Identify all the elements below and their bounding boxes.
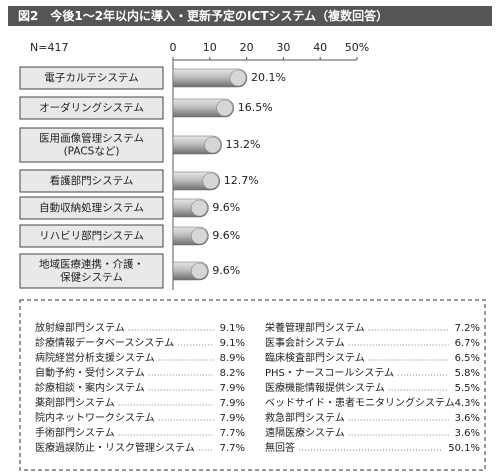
- category-box: [19, 169, 164, 193]
- y-tick-label: 地域医療連携・介護・保健システム: [39, 258, 144, 284]
- y-tick-label: オーダリングシステム: [39, 101, 144, 114]
- table-value: 7.2%: [455, 323, 480, 334]
- value-label: 13.2%: [226, 138, 261, 151]
- bar: [172, 68, 248, 88]
- bar-cap: [216, 99, 234, 117]
- table-value: 8.9%: [220, 353, 245, 364]
- table-name: PHS・ナースコールシステム: [265, 367, 394, 379]
- y-tick-label: リハビリ部門システム: [39, 229, 144, 242]
- category-box: [19, 127, 164, 163]
- category-box: [19, 96, 164, 120]
- x-tick-label: 20: [240, 41, 254, 54]
- value-label: 12.7%: [224, 174, 259, 187]
- value-label: 9.6%: [212, 201, 240, 214]
- table-name: 遠隔医療システム: [265, 426, 345, 439]
- y-tick-label: 電子カルテシステム: [44, 72, 138, 84]
- x-tick-label: 40: [313, 41, 327, 54]
- table-name: 医療機能情報提供システム: [265, 381, 385, 394]
- chart-title: 図2 今後1～2年以内に導入・更新予定のICTシステム（複数回答）: [18, 8, 388, 23]
- table-value: 3.6%: [455, 428, 480, 439]
- value-label: 9.6%: [212, 264, 240, 277]
- bar-cap: [191, 262, 208, 280]
- other-box: [19, 299, 486, 471]
- category-box: [19, 66, 164, 90]
- table-name: ベッドサイド・患者モニタリングシステム: [265, 396, 455, 409]
- table-value: 8.2%: [220, 368, 245, 379]
- table-value: 6.5%: [455, 353, 480, 364]
- table-value: 7.7%: [220, 443, 245, 454]
- table-name: 病院経営分析支援システム: [35, 351, 155, 364]
- table-name: 医療過誤防止・リスク管理システム: [35, 441, 195, 454]
- table-value: 4.3%: [455, 398, 480, 409]
- table-name: 自動予約・受付システム: [35, 366, 145, 379]
- y-tick-label: 医用画像管理システム(PACSなど): [39, 132, 144, 158]
- table-name: 診療相談・案内システム: [35, 381, 145, 394]
- table-name: 栄養管理部門システム: [265, 321, 365, 334]
- value-label: 9.6%: [212, 229, 240, 242]
- table-name: 手術部門システム: [35, 426, 115, 439]
- table-name: 薬剤部門システム: [35, 396, 115, 409]
- table-name: 医事会計システム: [265, 336, 345, 349]
- bar-cap: [229, 69, 247, 87]
- bar-cap: [204, 136, 221, 154]
- x-tick-label: 10: [203, 41, 217, 54]
- bar-cap: [191, 199, 208, 217]
- table-value: 50.1%: [448, 443, 480, 454]
- table-value: 9.1%: [220, 323, 245, 334]
- table-value: 5.5%: [455, 383, 480, 394]
- table-value: 7.9%: [220, 398, 245, 409]
- table-name: 救急部門システム: [265, 411, 345, 424]
- category-box: [19, 253, 164, 289]
- y-tick-label: 看護部門システム: [50, 174, 134, 187]
- y-tick-label: 自動収納処理システム: [39, 201, 144, 214]
- table-name: 臨床検査部門システム: [265, 351, 365, 364]
- value-label: 20.1%: [251, 71, 286, 84]
- category-box: [19, 224, 164, 248]
- x-tick-label: 30: [276, 41, 290, 54]
- table-value: 9.1%: [220, 338, 245, 349]
- table-value: 7.9%: [220, 383, 245, 394]
- value-label: 16.5%: [238, 101, 273, 114]
- table-name: 無回答: [265, 441, 295, 454]
- sample-size: N=417: [30, 41, 68, 54]
- x-tick-label: 50%: [345, 41, 369, 54]
- table-value: 7.9%: [220, 413, 245, 424]
- title-bar: [8, 6, 492, 26]
- table-name: 院内ネットワークシステム: [35, 411, 155, 424]
- table-value: 5.8%: [455, 368, 480, 379]
- bar-cap: [191, 227, 208, 245]
- table-value: 6.7%: [455, 338, 480, 349]
- table-name: 診療情報データベースシステム: [35, 336, 174, 349]
- x-tick-label: 0: [170, 41, 177, 54]
- table-value: 3.6%: [455, 413, 480, 424]
- bar-cap: [202, 172, 220, 190]
- table-name: 放射線部門システム: [35, 321, 125, 334]
- category-box: [19, 196, 164, 220]
- table-value: 7.7%: [220, 428, 245, 439]
